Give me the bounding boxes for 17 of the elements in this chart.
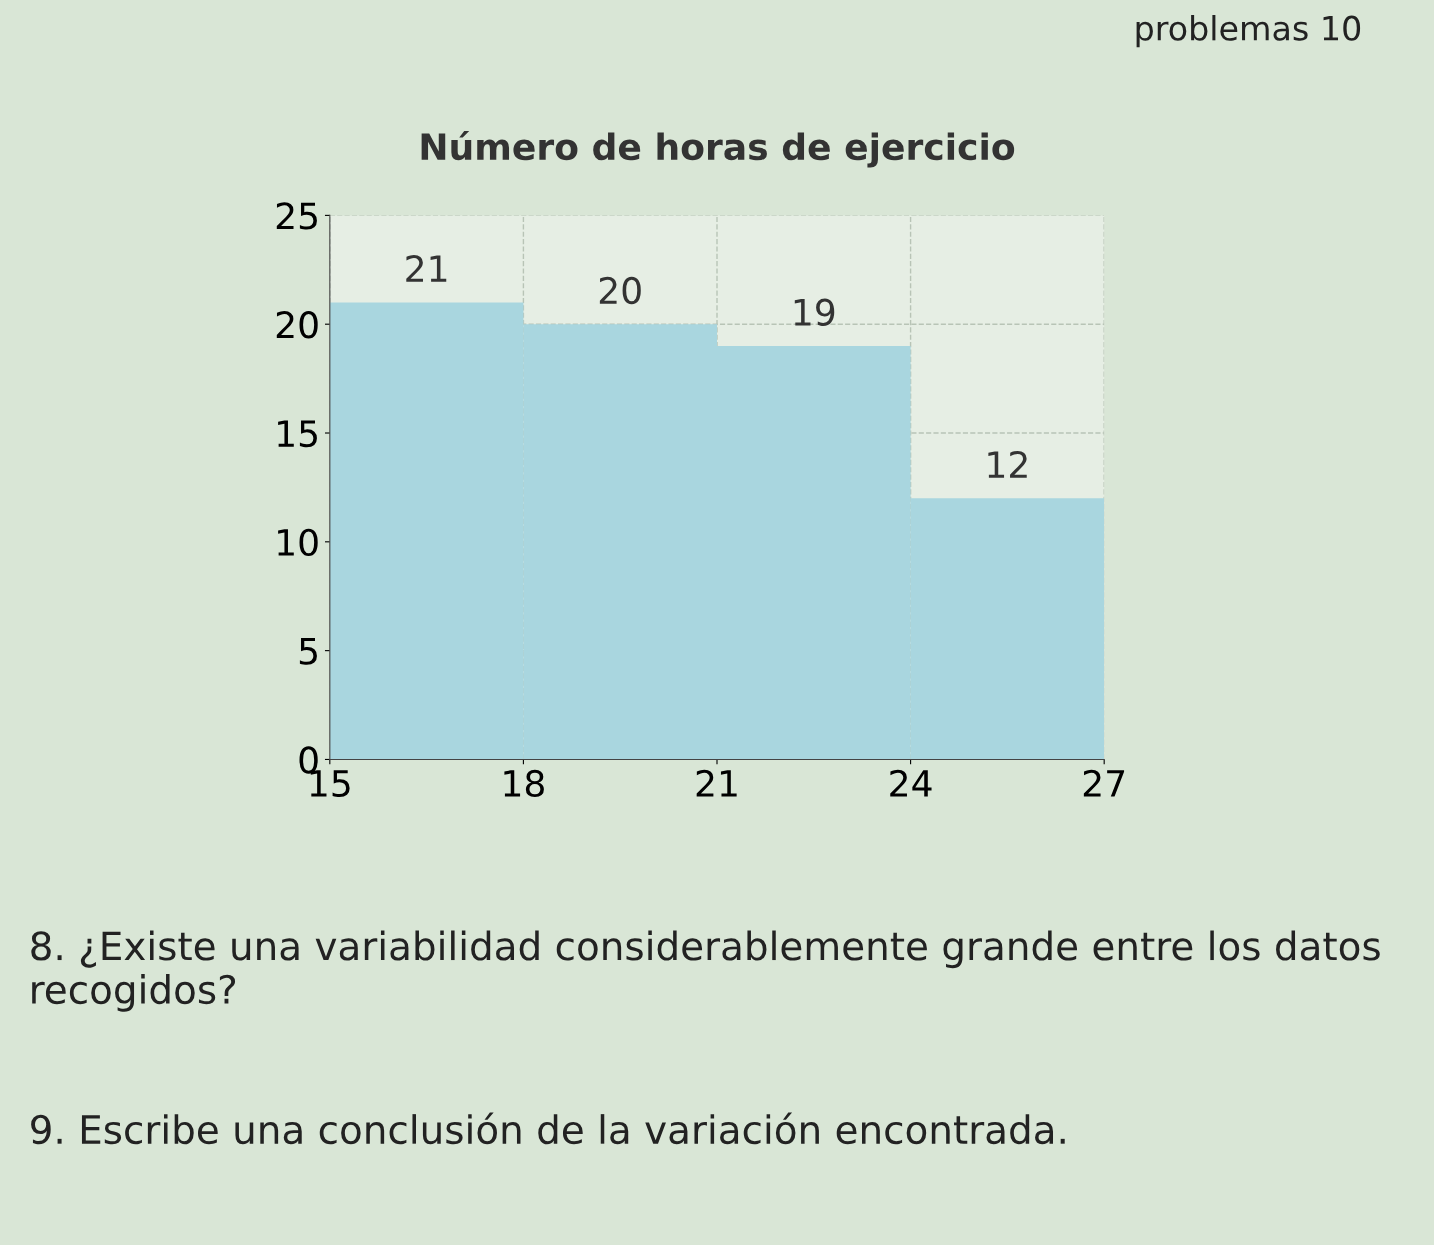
data-label: 21 xyxy=(406,255,447,282)
chart-title: Número de horas de ejercicio xyxy=(421,130,1015,168)
y-tick-label: 15 xyxy=(278,420,317,448)
text: problemas 10 xyxy=(1136,14,1361,48)
text: 8. ¿Existe una variabilidad considerablemente grande entre los datos recogidos? xyxy=(31,930,1380,1012)
y-tick-label: 20 xyxy=(276,311,318,339)
x-tick-label: 21 xyxy=(696,769,737,797)
data-label: 19 xyxy=(794,298,835,326)
text: 9. Escribe una conclusión de la variación encontrada. xyxy=(31,1112,1065,1145)
x-tick-label: 18 xyxy=(504,769,544,798)
data-label: 12 xyxy=(988,450,1027,478)
y-tick-label: 10 xyxy=(278,528,318,557)
y-tick-label: 25 xyxy=(276,202,317,230)
data-label: 20 xyxy=(599,276,641,305)
x-tick-label: 27 xyxy=(1083,769,1125,797)
x-tick-label: 24 xyxy=(890,769,932,797)
y-tick-label: 5 xyxy=(299,638,317,665)
